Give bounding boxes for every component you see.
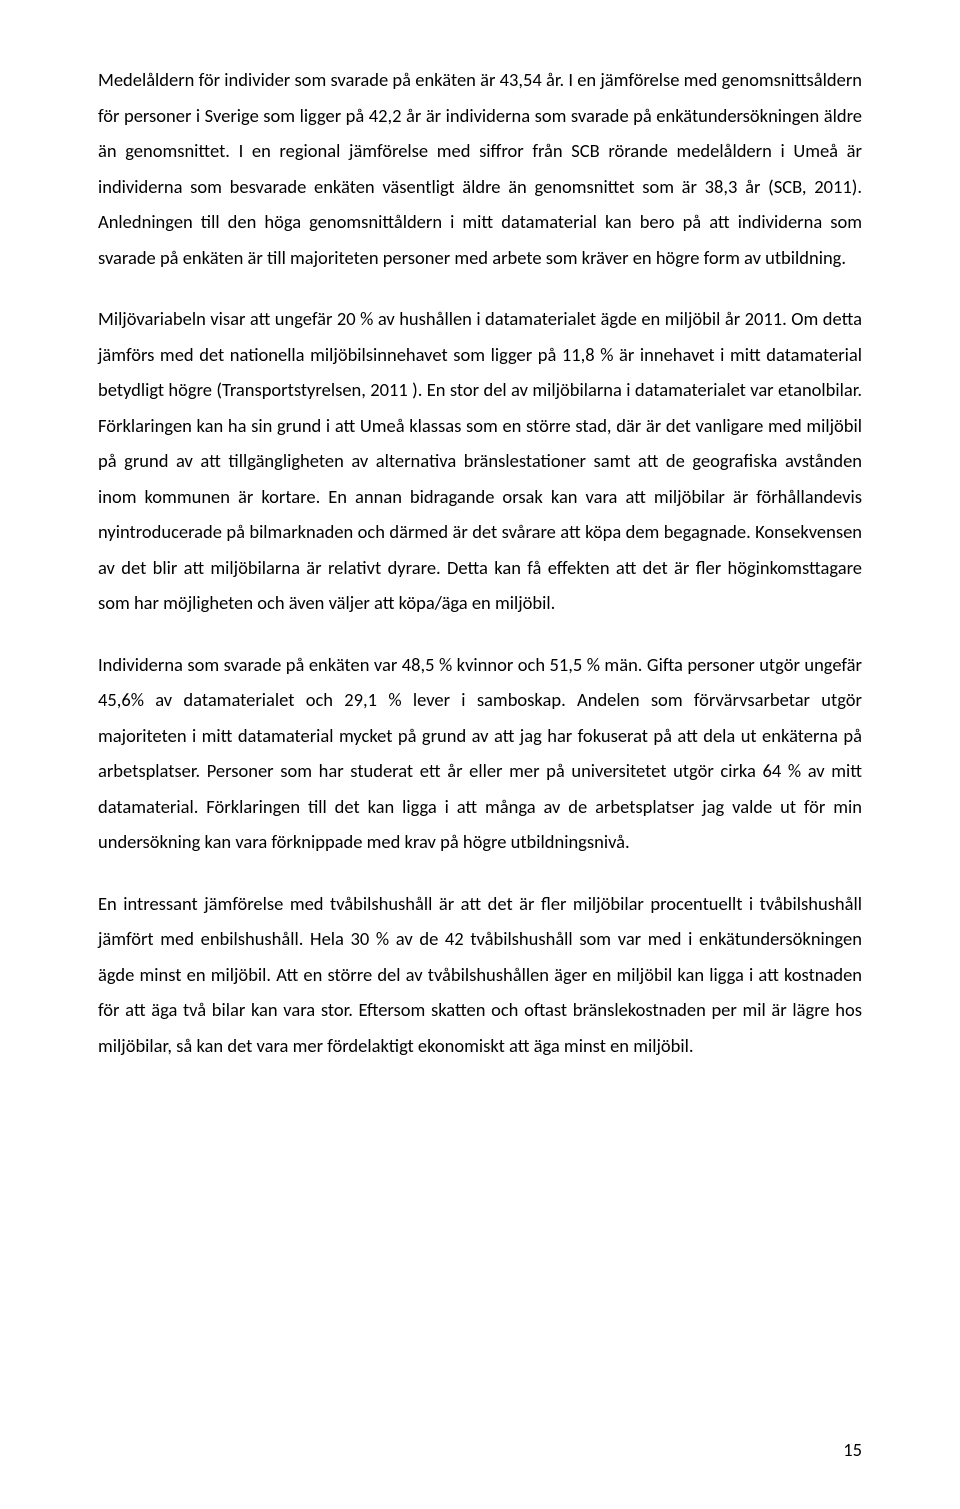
page-number: 15 [843, 1438, 862, 1461]
body-paragraph: Miljövariabeln visar att ungefär 20 % av… [98, 301, 862, 621]
body-paragraph: Medelåldern för individer som svarade på… [98, 62, 862, 275]
body-paragraph: Individerna som svarade på enkäten var 4… [98, 647, 862, 860]
body-paragraph: En intressant jämförelse med tvåbilshush… [98, 886, 862, 1064]
